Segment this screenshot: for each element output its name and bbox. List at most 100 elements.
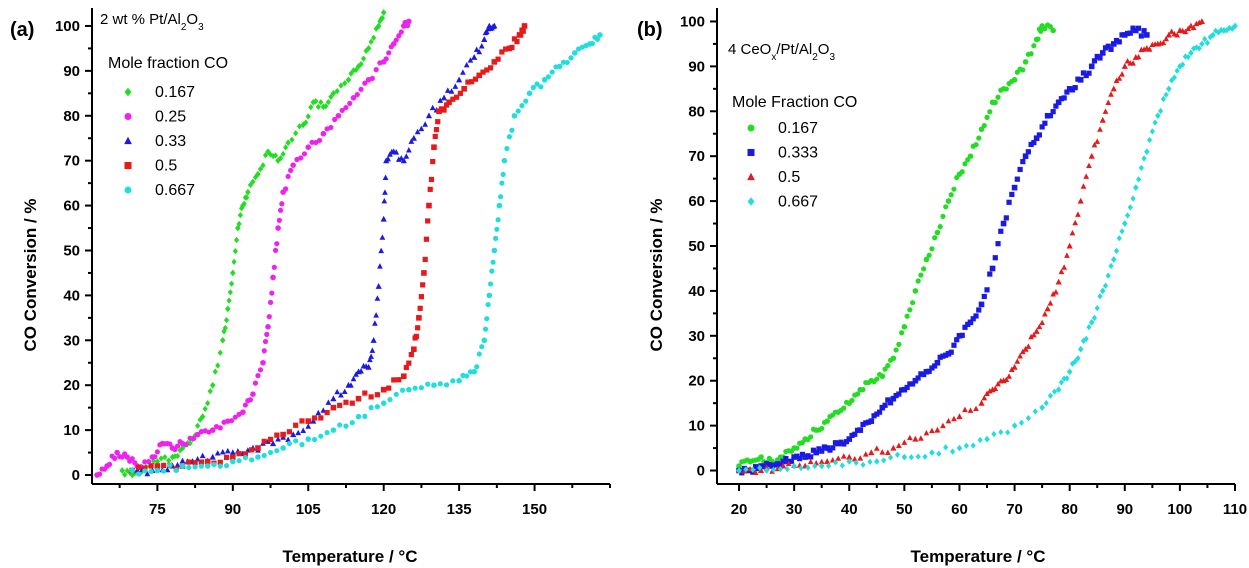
b-point xyxy=(918,371,924,377)
a-point xyxy=(380,386,387,393)
b-point xyxy=(763,464,770,470)
b-point xyxy=(777,462,783,468)
a-point xyxy=(393,149,400,155)
b-point xyxy=(984,390,990,396)
b-point xyxy=(1011,363,1018,370)
a-point xyxy=(305,144,312,151)
b-point xyxy=(1064,89,1070,95)
b-legend-title: Mole Fraction CO xyxy=(732,94,857,111)
b-point xyxy=(846,436,853,442)
b-point xyxy=(1020,159,1026,165)
a-point xyxy=(315,409,322,416)
b-point xyxy=(860,386,866,393)
a-point xyxy=(526,90,533,97)
b-point xyxy=(976,135,982,141)
a-point xyxy=(330,395,337,402)
b-point xyxy=(854,391,861,397)
a-y-axis-label: CO Conversion / % xyxy=(21,198,40,351)
b-point xyxy=(1116,235,1122,242)
b-point xyxy=(890,444,897,451)
a-point xyxy=(474,364,480,370)
b-point xyxy=(1036,132,1042,138)
b-point xyxy=(1051,388,1058,395)
b-point xyxy=(1005,429,1011,436)
a-point xyxy=(360,55,367,62)
b-point xyxy=(967,407,974,413)
a-point xyxy=(358,60,364,68)
b-point xyxy=(1193,44,1200,51)
b-point xyxy=(879,373,886,380)
b-ticks: 20 30 40 50 60 70 80 90 100 110 0 10 20 30 40 50 60 70 80 9… xyxy=(680,13,1247,518)
b-y-tick-label: 70 xyxy=(688,148,705,165)
b-point xyxy=(978,399,985,406)
a-point xyxy=(337,422,343,428)
a-point xyxy=(428,176,435,183)
b-point xyxy=(757,464,763,472)
b-point xyxy=(963,442,969,449)
a-point xyxy=(227,289,233,296)
b-point xyxy=(857,455,864,461)
a-point xyxy=(158,455,164,462)
b-point xyxy=(1105,99,1112,105)
a-point xyxy=(437,97,444,103)
b-point xyxy=(1105,43,1111,49)
b-point xyxy=(879,449,886,455)
a-point xyxy=(383,56,389,62)
a-point xyxy=(444,87,451,93)
b-point xyxy=(937,354,943,360)
b-point xyxy=(907,381,913,387)
a-point xyxy=(179,463,186,469)
a-point xyxy=(219,336,226,344)
b-point xyxy=(992,255,998,261)
b-point xyxy=(1083,173,1090,179)
a-point xyxy=(427,186,433,192)
a-point xyxy=(387,396,393,403)
a-point xyxy=(252,380,259,386)
a-point xyxy=(386,50,392,56)
a-point xyxy=(311,415,318,421)
b-point xyxy=(1210,31,1216,39)
b-point xyxy=(1221,27,1227,34)
a-point xyxy=(520,28,526,34)
b-x-tick-label: 60 xyxy=(951,501,968,518)
a-point xyxy=(393,37,399,43)
b-y-tick-label: 40 xyxy=(688,283,705,300)
a-point xyxy=(236,451,242,457)
b-point xyxy=(1121,32,1128,38)
a-point xyxy=(229,449,236,456)
a-point xyxy=(443,382,450,388)
a-point xyxy=(463,61,470,68)
a-point xyxy=(355,413,362,420)
b-point xyxy=(885,397,891,403)
b-point xyxy=(824,445,831,451)
a-series-0.167 xyxy=(119,9,387,479)
a-point xyxy=(342,80,348,87)
b-point xyxy=(1083,72,1089,79)
b-point xyxy=(1135,53,1142,60)
b-point xyxy=(951,342,957,348)
b-point xyxy=(926,368,932,374)
a-point xyxy=(430,158,436,165)
b-point xyxy=(973,142,979,148)
b-point xyxy=(1039,404,1045,412)
b-point xyxy=(1077,345,1084,353)
b-point xyxy=(977,436,983,444)
b-point xyxy=(987,271,993,277)
a-point xyxy=(417,305,423,311)
b-point xyxy=(805,464,811,471)
b-point xyxy=(824,418,831,424)
b-legend-label: 0.333 xyxy=(778,145,818,162)
a-point xyxy=(379,15,386,22)
b-chart-title: 4 CeOx/Pt/Al2O3 xyxy=(728,41,835,63)
a-point xyxy=(320,130,327,137)
b-data-points xyxy=(735,18,1238,476)
panel-a: 75 90 105 120 135 150 0 10 20 30 40 50 60 70 80 90 100 (… xyxy=(10,8,611,566)
b-point xyxy=(981,394,988,401)
b-point xyxy=(1121,63,1128,69)
a-point xyxy=(403,364,409,371)
a-point xyxy=(325,399,332,405)
a-point xyxy=(429,104,436,111)
b-point xyxy=(912,377,919,384)
a-point xyxy=(299,442,305,448)
b-point xyxy=(840,453,847,459)
